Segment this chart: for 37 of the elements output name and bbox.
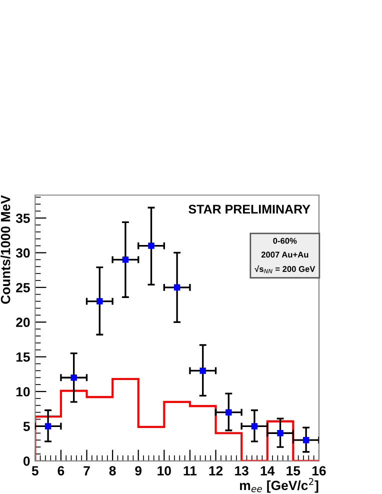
y-tick-label: 0	[23, 456, 30, 466]
x-tick-label: 16	[312, 466, 326, 476]
y-tick-label: 10	[16, 387, 30, 396]
y-tick-label: 25	[16, 282, 30, 292]
y-tick-label: 35	[16, 214, 30, 223]
x-tick-label: 9	[135, 466, 142, 476]
x-tick-label: 14	[260, 466, 275, 476]
point	[174, 284, 180, 291]
x-tick-label: 12	[209, 466, 223, 476]
point	[44, 423, 52, 430]
annotation: 0-60%	[273, 238, 297, 244]
annotation: STAR PRELIMINARY	[188, 204, 310, 214]
point	[96, 298, 103, 304]
y-tick-label: 15	[16, 352, 30, 362]
x-tick-label: 13	[235, 466, 248, 476]
point	[277, 430, 284, 436]
point	[122, 256, 129, 263]
point	[70, 374, 77, 381]
point	[226, 409, 232, 416]
y-tick-label: 5	[23, 422, 30, 432]
x-tick-label: 6	[58, 466, 64, 476]
annotation: 2007 Au+Au	[261, 252, 308, 258]
x-tick-label: 5	[32, 466, 38, 476]
point	[148, 242, 154, 249]
y-tick-label: 20	[16, 318, 30, 328]
y-tick-label: 30	[16, 248, 30, 258]
x-axis-title: m$_{ee}$ [GeV/c$^{2}$]	[240, 478, 318, 493]
point	[302, 436, 310, 444]
x-tick-label: 11	[184, 466, 197, 476]
annotation: √s$_{NN}$ = 200 GeV	[254, 265, 316, 274]
x-tick-label: 8	[109, 466, 116, 476]
point	[200, 368, 206, 374]
x-tick-label: 7	[84, 466, 90, 476]
x-tick-label: 15	[286, 466, 300, 476]
y-axis-title: Counts/1000 MeV	[0, 195, 10, 304]
x-tick-label: 10	[158, 466, 171, 476]
point	[251, 423, 258, 430]
